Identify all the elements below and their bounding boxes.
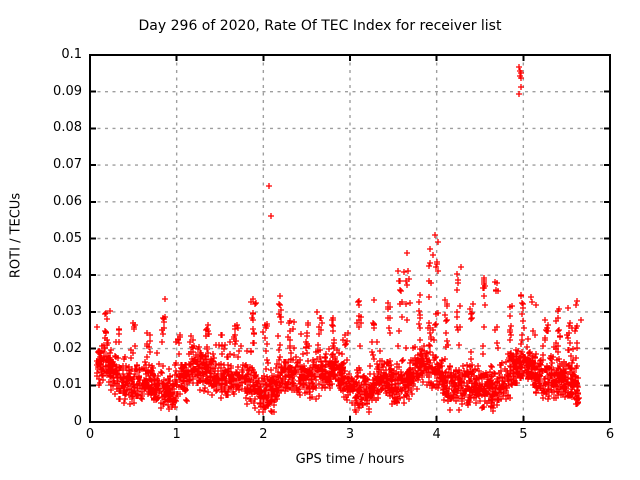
x-tick-label: 2 xyxy=(259,427,268,442)
scatter-points xyxy=(94,64,584,415)
y-tick-label: 0.08 xyxy=(53,120,82,136)
chart-title: Day 296 of 2020, Rate Of TEC Index for r… xyxy=(138,18,502,34)
y-tick-label: 0.02 xyxy=(53,340,82,356)
x-tick-label: 3 xyxy=(345,427,355,442)
tick-marks xyxy=(89,54,611,423)
x-tick-label: 1 xyxy=(172,427,181,442)
y-tick-label: 0.1 xyxy=(61,47,82,62)
y-tick-label: 0.01 xyxy=(53,377,82,393)
x-tick-label: 0 xyxy=(85,427,95,442)
y-tick-label: 0.06 xyxy=(53,193,82,209)
y-tick-label: 0.09 xyxy=(53,83,82,99)
x-tick-label: 5 xyxy=(519,427,528,442)
y-tick-label: 0.04 xyxy=(53,267,82,283)
x-tick-label: 6 xyxy=(605,427,615,442)
y-tick-label: 0.07 xyxy=(53,157,82,173)
x-axis-label: GPS time / hours xyxy=(295,452,405,467)
y-tick-label: 0.03 xyxy=(53,303,82,319)
grid-lines xyxy=(90,55,610,422)
x-tick-label: 4 xyxy=(432,427,441,442)
y-tick-label: 0.05 xyxy=(53,230,82,246)
y-tick-label: 0 xyxy=(73,414,82,429)
